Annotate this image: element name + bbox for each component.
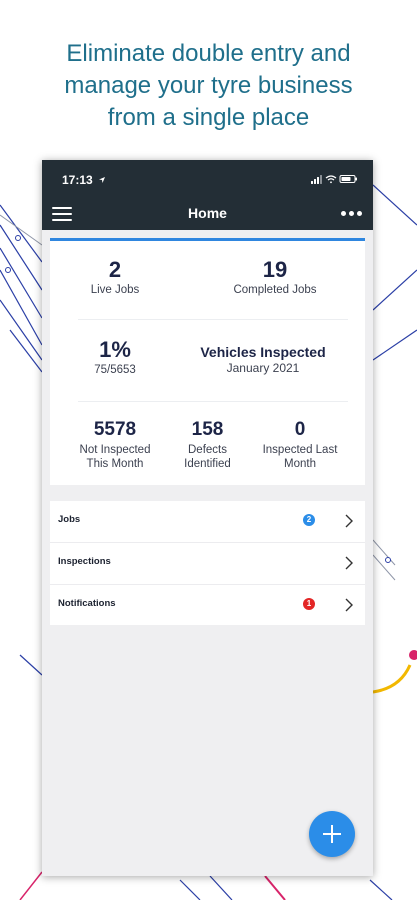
- status-icons: [311, 175, 357, 184]
- chevron-right-icon: [345, 514, 353, 528]
- jobs-count-badge: 2: [303, 514, 315, 526]
- live-jobs-count: 2: [108, 257, 122, 282]
- headline-line-1: Eliminate double entry and: [66, 40, 351, 67]
- vehicles-inspected-title: Vehicles Inspected: [200, 344, 326, 360]
- headline-line-3: from a single place: [107, 104, 310, 131]
- headline-line-2: manage your tyre business: [64, 72, 353, 99]
- inspected-percent-value: 1%: [99, 337, 131, 362]
- not-inspected-label-1: Not Inspected: [79, 444, 151, 456]
- menu-divider: [50, 584, 365, 585]
- menu-item-inspections[interactable]: Inspections: [50, 543, 365, 584]
- not-inspected-stat: 5578 Not Inspected This Month: [70, 417, 160, 471]
- menu-item-label: Notifications: [58, 598, 116, 609]
- status-bar: 17:13: [42, 160, 373, 198]
- notifications-count-badge: 1: [303, 598, 315, 610]
- phone-screen: 17:13 Home: [42, 160, 373, 876]
- loading-progress-bar: [50, 238, 365, 241]
- inspected-last-month-label-1: Inspected Last: [262, 444, 338, 456]
- chevron-right-icon: [345, 598, 353, 612]
- inspected-last-month-count: 0: [294, 419, 306, 440]
- completed-jobs-count: 19: [262, 257, 288, 282]
- location-arrow-icon: [99, 177, 105, 183]
- live-jobs-stat[interactable]: 2 Live Jobs: [50, 257, 180, 297]
- status-time: 17:13: [62, 173, 93, 187]
- vehicles-inspected-period: January 2021: [226, 361, 300, 375]
- navigation-bar: Home: [42, 198, 373, 230]
- stats-card: 2 Live Jobs 19 Completed Jobs 1% 75/5653…: [50, 241, 365, 485]
- live-jobs-label: Live Jobs: [90, 284, 140, 296]
- add-button[interactable]: [309, 811, 355, 857]
- page-title: Home: [188, 205, 227, 221]
- menu-item-jobs[interactable]: Jobs 2: [50, 501, 365, 542]
- not-inspected-label-2: This Month: [86, 458, 144, 470]
- chevron-right-icon: [345, 556, 353, 570]
- menu-divider: [50, 542, 365, 543]
- headline: Eliminate double entry and manage your t…: [0, 38, 417, 134]
- inspected-ratio: 75/5653: [94, 364, 136, 376]
- menu-item-notifications[interactable]: Notifications 1: [50, 585, 365, 626]
- inspected-last-month-label-2: Month: [284, 458, 316, 470]
- not-inspected-count: 5578: [93, 419, 137, 440]
- more-icon[interactable]: [341, 207, 363, 219]
- defects-stat: 158 Defects Identified: [170, 417, 245, 471]
- menu-item-label: Jobs: [58, 514, 81, 525]
- defects-label-1: Defects: [188, 444, 227, 456]
- menu-item-label: Inspections: [58, 556, 111, 567]
- inspected-last-month-stat: 0 Inspected Last Month: [250, 417, 350, 471]
- signal-icon: [311, 175, 322, 184]
- completed-jobs-label: Completed Jobs: [233, 284, 317, 296]
- menu-list: Jobs 2 Inspections Notifications 1: [50, 501, 365, 625]
- stats-divider: [78, 401, 348, 402]
- stats-divider: [78, 319, 348, 320]
- inspected-percent-stat: 1% 75/5653: [50, 337, 180, 377]
- battery-icon: [339, 175, 357, 183]
- defects-label-2: Identified: [184, 458, 231, 470]
- vehicles-inspected-stat: Vehicles Inspected January 2021: [173, 344, 353, 375]
- defects-count: 158: [191, 419, 224, 440]
- hamburger-icon[interactable]: [52, 207, 72, 221]
- completed-jobs-stat[interactable]: 19 Completed Jobs: [185, 257, 365, 297]
- wifi-icon: [325, 175, 337, 184]
